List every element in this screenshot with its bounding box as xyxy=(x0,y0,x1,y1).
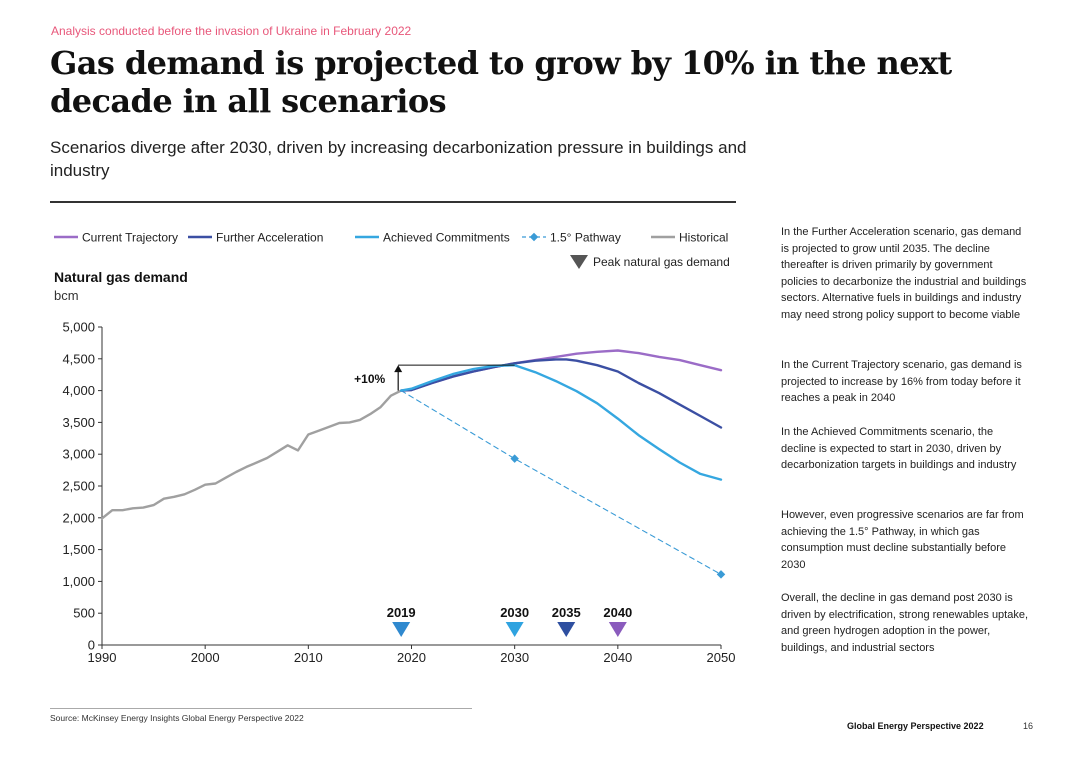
y-tick-label: 4,000 xyxy=(62,383,95,398)
source-divider xyxy=(50,708,472,709)
x-tick-label: 2020 xyxy=(397,650,426,665)
peak-marker xyxy=(392,622,411,637)
y-tick-label: 4,500 xyxy=(62,351,95,366)
text-paragraph: However, even progressive scenarios are … xyxy=(781,509,1024,571)
text-paragraph: In the Achieved Commitments scenario, th… xyxy=(781,426,1017,472)
page-number: 16 xyxy=(1023,721,1034,731)
x-tick-label: 2030 xyxy=(500,650,529,665)
peak-year-label: 2035 xyxy=(552,605,581,620)
y-axis-unit: bcm xyxy=(54,288,79,303)
x-tick-label: 2050 xyxy=(707,650,736,665)
legend-peak-label: Peak natural gas demand xyxy=(593,255,730,269)
legend-peak-marker xyxy=(570,255,588,269)
y-tick-label: 3,000 xyxy=(62,447,95,462)
y-tick-label: 500 xyxy=(73,606,95,621)
y-tick-label: 3,500 xyxy=(62,415,95,430)
kicker: Analysis conducted before the invasion o… xyxy=(51,24,412,38)
peak-marker xyxy=(608,622,627,637)
text-paragraph: In the Current Trajectory scenario, gas … xyxy=(781,359,1022,405)
legend-label: 1.5° Pathway xyxy=(550,231,621,245)
title-divider xyxy=(50,201,736,203)
legend-label: Historical xyxy=(679,231,728,245)
peak-year-label: 2019 xyxy=(387,605,416,620)
legend-swatch-marker xyxy=(529,232,539,242)
page-subtitle: Scenarios diverge after 2030, driven by … xyxy=(50,138,747,180)
legend-label: Current Trajectory xyxy=(82,231,178,245)
peak-marker xyxy=(557,622,576,637)
y-tick-label: 1,500 xyxy=(62,542,95,557)
text-paragraph: In the Further Acceleration scenario, ga… xyxy=(781,226,1027,321)
x-tick-label: 2040 xyxy=(603,650,632,665)
peak-year-label: 2030 xyxy=(500,605,529,620)
series-line-further-acceleration xyxy=(400,358,723,429)
x-tick-label: 2000 xyxy=(191,650,220,665)
y-tick-label: 5,000 xyxy=(62,320,95,335)
text-paragraph: Overall, the decline in gas demand post … xyxy=(781,592,1029,654)
legend-label: Further Acceleration xyxy=(216,231,323,245)
increase-label: +10% xyxy=(354,372,385,386)
legend-label: Achieved Commitments xyxy=(383,231,510,245)
x-tick-label: 2010 xyxy=(294,650,323,665)
peak-year-label: 2040 xyxy=(603,605,632,620)
series-line-achieved-commitments xyxy=(400,364,723,481)
y-tick-label: 0 xyxy=(88,638,95,653)
x-tick-label: 1990 xyxy=(88,650,117,665)
footer-title: Global Energy Perspective 2022 xyxy=(847,721,984,731)
y-axis-title: Natural gas demand xyxy=(54,269,188,285)
series-line-1-5-pathway xyxy=(400,390,722,575)
source-note: Source: McKinsey Energy Insights Global … xyxy=(50,713,304,723)
y-tick-label: 2,000 xyxy=(62,510,95,525)
pathway-point xyxy=(716,570,726,579)
y-tick-label: 2,500 xyxy=(62,479,95,494)
peak-marker xyxy=(505,622,524,637)
y-tick-label: 1,000 xyxy=(62,574,95,589)
series-line-historical xyxy=(100,389,403,520)
page-title: Gas demand is projected to grow by 10% i… xyxy=(50,44,952,120)
pathway-point xyxy=(510,454,519,463)
increase-arrow-head xyxy=(394,365,403,373)
